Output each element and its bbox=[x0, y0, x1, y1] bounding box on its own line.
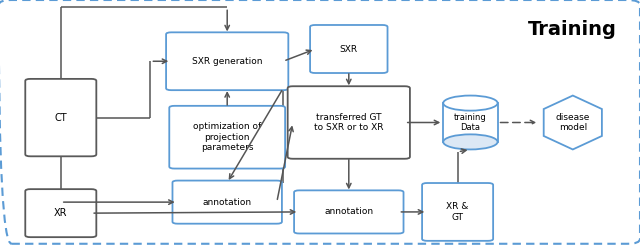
FancyBboxPatch shape bbox=[310, 25, 388, 73]
Text: SXR generation: SXR generation bbox=[192, 57, 262, 66]
FancyBboxPatch shape bbox=[169, 106, 285, 169]
FancyBboxPatch shape bbox=[26, 189, 96, 237]
Text: Training: Training bbox=[529, 20, 617, 39]
FancyBboxPatch shape bbox=[294, 190, 404, 233]
Text: optimization of
projection
parameters: optimization of projection parameters bbox=[193, 122, 261, 152]
Text: CT: CT bbox=[54, 113, 67, 122]
FancyBboxPatch shape bbox=[166, 32, 288, 90]
FancyBboxPatch shape bbox=[26, 79, 96, 156]
Text: annotation: annotation bbox=[203, 198, 252, 207]
Text: transferred GT
to SXR or to XR: transferred GT to SXR or to XR bbox=[314, 113, 383, 132]
Text: XR &
GT: XR & GT bbox=[447, 202, 468, 222]
Text: annotation: annotation bbox=[324, 208, 373, 216]
Ellipse shape bbox=[443, 96, 498, 111]
Ellipse shape bbox=[443, 134, 498, 149]
Text: training
Data: training Data bbox=[454, 113, 487, 132]
FancyBboxPatch shape bbox=[443, 103, 498, 142]
Text: SXR: SXR bbox=[340, 45, 358, 53]
FancyBboxPatch shape bbox=[172, 181, 282, 224]
FancyBboxPatch shape bbox=[422, 183, 493, 241]
Polygon shape bbox=[544, 96, 602, 149]
Text: XR: XR bbox=[54, 208, 68, 218]
Text: disease
model: disease model bbox=[556, 113, 590, 132]
FancyBboxPatch shape bbox=[288, 86, 410, 159]
